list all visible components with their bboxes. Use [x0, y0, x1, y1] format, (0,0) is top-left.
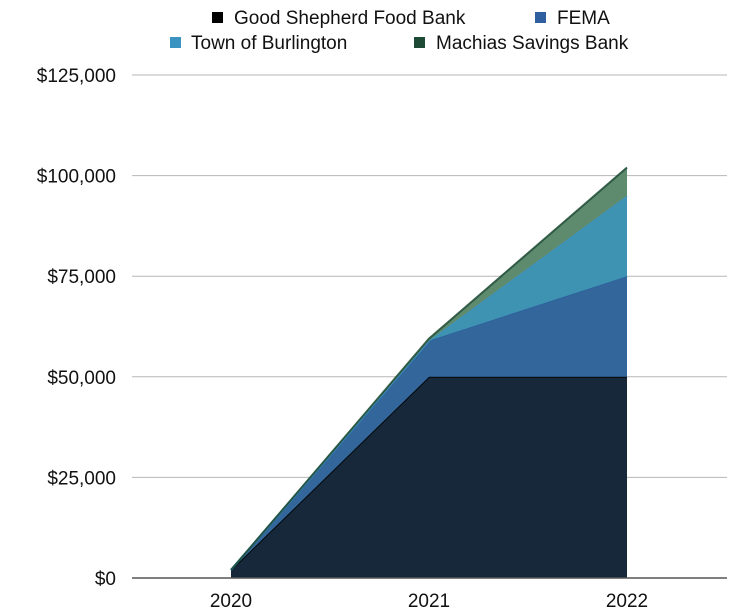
y-tick-label: $25,000 [47, 468, 116, 489]
y-tick-label: $75,000 [47, 267, 116, 288]
area-good-shepherd-food-bank [231, 376, 627, 578]
legend: Good Shepherd Food Bank FEMA Town of Bur… [170, 8, 629, 54]
legend-swatch-good-shepherd [212, 12, 223, 23]
x-tick-label: 2022 [606, 591, 648, 612]
x-tick-label: 2021 [408, 591, 450, 612]
legend-entry-fema: FEMA [535, 8, 610, 29]
legend-swatch-machias [414, 37, 425, 48]
y-tick-label: $125,000 [37, 66, 116, 87]
area-edge-machias-savings-bank [230, 166, 628, 571]
legend-entry-machias: Machias Savings Bank [414, 33, 629, 54]
legend-label-good-shepherd: Good Shepherd Food Bank [234, 8, 466, 29]
x-tick-label: 2020 [210, 591, 252, 612]
y-tick-label: $50,000 [47, 368, 116, 389]
y-axis-tick-labels: $0 $25,000 $50,000 $75,000 $100,000 $125,000 [37, 66, 116, 590]
area-town-of-burlington [231, 195, 627, 570]
y-tick-label: $0 [95, 569, 116, 590]
legend-label-machias: Machias Savings Bank [436, 33, 629, 54]
y-tick-label: $100,000 [37, 167, 116, 188]
legend-entry-burlington: Town of Burlington [170, 33, 347, 54]
area-machias-savings-bank [231, 167, 627, 570]
legend-swatch-fema [535, 12, 546, 23]
legend-label-burlington: Town of Burlington [191, 33, 347, 54]
gridlines [132, 74, 727, 478]
legend-entry-good-shepherd: Good Shepherd Food Bank [212, 8, 466, 29]
area-series [230, 166, 628, 578]
legend-swatch-burlington [170, 37, 181, 48]
x-axis-tick-labels: 2020 2021 2022 [210, 591, 648, 612]
area-fema [231, 276, 627, 570]
legend-label-fema: FEMA [557, 8, 610, 29]
